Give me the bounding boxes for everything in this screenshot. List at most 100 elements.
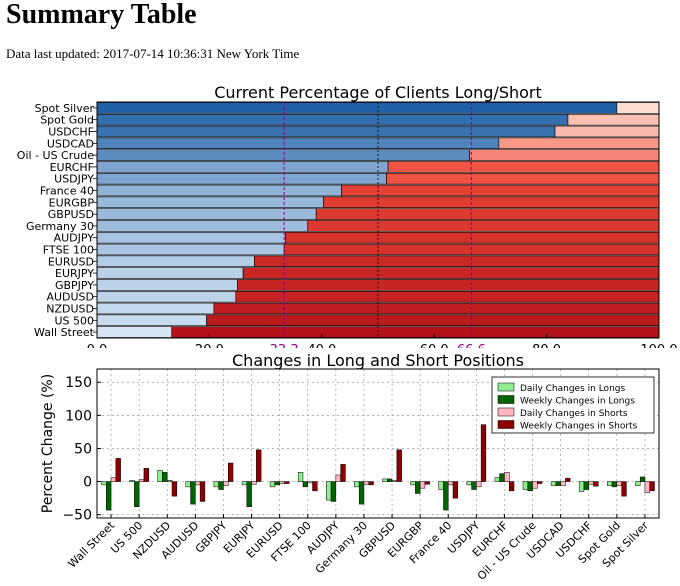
- position-changes-chart: Changes in Long and Short Positions 150 10…: [40, 351, 660, 583]
- category-label: USDCHF: [48, 126, 94, 139]
- bar-short: [386, 172, 660, 185]
- bar-long: [96, 267, 244, 279]
- category-label: AUDUSD: [46, 291, 94, 304]
- bar: [363, 481, 369, 485]
- legend-swatch: [497, 420, 515, 429]
- bar-long: [96, 196, 324, 209]
- x-tick-label: 80.0: [532, 343, 561, 348]
- bar: [138, 479, 145, 482]
- bar: [649, 481, 655, 492]
- legend-swatch: [497, 382, 515, 392]
- legend-label: Daily Changes in Longs: [520, 384, 625, 394]
- bar: [354, 481, 360, 488]
- bar: [499, 473, 505, 482]
- bar: [476, 481, 482, 488]
- bar: [410, 481, 416, 486]
- bar-short: [254, 255, 660, 268]
- bar-long: [96, 231, 286, 244]
- bar-long: [96, 137, 500, 150]
- bar: [494, 477, 500, 482]
- last-updated-label: Data last updated:: [6, 46, 100, 61]
- x-tick-label: 40.0: [307, 343, 336, 348]
- bar: [639, 476, 646, 482]
- bar-long: [96, 255, 255, 268]
- bar-short: [567, 113, 660, 126]
- category-label: USDJPY: [54, 173, 94, 186]
- bar-short: [284, 231, 660, 244]
- bar: [195, 481, 201, 486]
- bar-long: [96, 172, 387, 185]
- bar: [588, 481, 594, 485]
- category-label: FTSE 100: [43, 244, 94, 257]
- bar-long: [96, 290, 237, 303]
- bar-short: [469, 149, 660, 161]
- bar: [185, 481, 191, 488]
- bar: [391, 480, 398, 482]
- legend-label: Weekly Changes in Shorts: [520, 422, 638, 432]
- page-title: Summary Table: [6, 0, 197, 30]
- bar-long: [96, 314, 207, 327]
- bar-short: [213, 302, 660, 315]
- y-tick-label: 50: [74, 441, 92, 457]
- bar-short: [616, 102, 660, 114]
- bar: [256, 449, 262, 482]
- bar: [396, 449, 402, 482]
- bar: [443, 481, 449, 511]
- bar: [218, 481, 224, 490]
- bar: [115, 458, 121, 482]
- bar: [274, 481, 280, 486]
- bar: [616, 481, 622, 486]
- bar-short: [242, 267, 660, 279]
- bar: [143, 468, 149, 482]
- last-updated-value: 2017-07-14 10:36:31 New York Time: [103, 46, 300, 61]
- bar: [382, 478, 388, 482]
- plot-frame: [96, 101, 660, 339]
- bar: [330, 481, 337, 502]
- legend-swatch: [497, 407, 515, 417]
- bar: [583, 481, 590, 490]
- bar: [110, 477, 117, 482]
- bar: [550, 481, 557, 486]
- category-label: Spot Silver: [35, 102, 95, 115]
- bar: [134, 481, 140, 507]
- bar: [438, 481, 444, 490]
- bar: [284, 481, 290, 484]
- bar: [302, 481, 308, 488]
- bar-short: [554, 125, 660, 138]
- x-tick-label: 60.0: [420, 343, 449, 348]
- bar-short: [315, 208, 660, 220]
- bar: [387, 478, 393, 482]
- plot-frame: [96, 368, 660, 519]
- last-updated: Data last updated: 2017-07-14 10:36:31 N…: [6, 46, 299, 62]
- bar: [424, 481, 430, 485]
- bar-long: [96, 113, 569, 126]
- bar: [607, 481, 613, 486]
- bar: [532, 481, 538, 489]
- x-tick-label: 100.0: [640, 343, 677, 348]
- bar: [312, 481, 318, 492]
- bar-long: [96, 184, 342, 197]
- y-tick-label: 150: [65, 375, 92, 391]
- bar: [593, 481, 599, 487]
- bar: [565, 478, 571, 482]
- bar: [504, 472, 510, 482]
- bar: [307, 481, 313, 484]
- bar: [157, 470, 163, 482]
- bar-long: [96, 302, 215, 315]
- bar: [471, 481, 477, 490]
- legend-label: Weekly Changes in Longs: [520, 397, 635, 407]
- category-label: France 40: [40, 185, 94, 198]
- bar-short: [307, 220, 660, 232]
- chart-title: Changes in Long and Short Positions: [232, 351, 524, 370]
- category-label: Spot Gold: [40, 114, 94, 127]
- bar-long: [96, 149, 470, 161]
- bar: [368, 481, 374, 486]
- bar-short: [498, 137, 660, 150]
- y-axis-label: Percent Change (%): [40, 374, 56, 513]
- bar: [419, 481, 426, 489]
- bar: [466, 481, 472, 486]
- bar: [167, 480, 173, 482]
- category-label: EURJPY: [55, 267, 94, 280]
- legend-box: [491, 376, 655, 434]
- x-tick-label-highlight: 33.3: [270, 343, 299, 348]
